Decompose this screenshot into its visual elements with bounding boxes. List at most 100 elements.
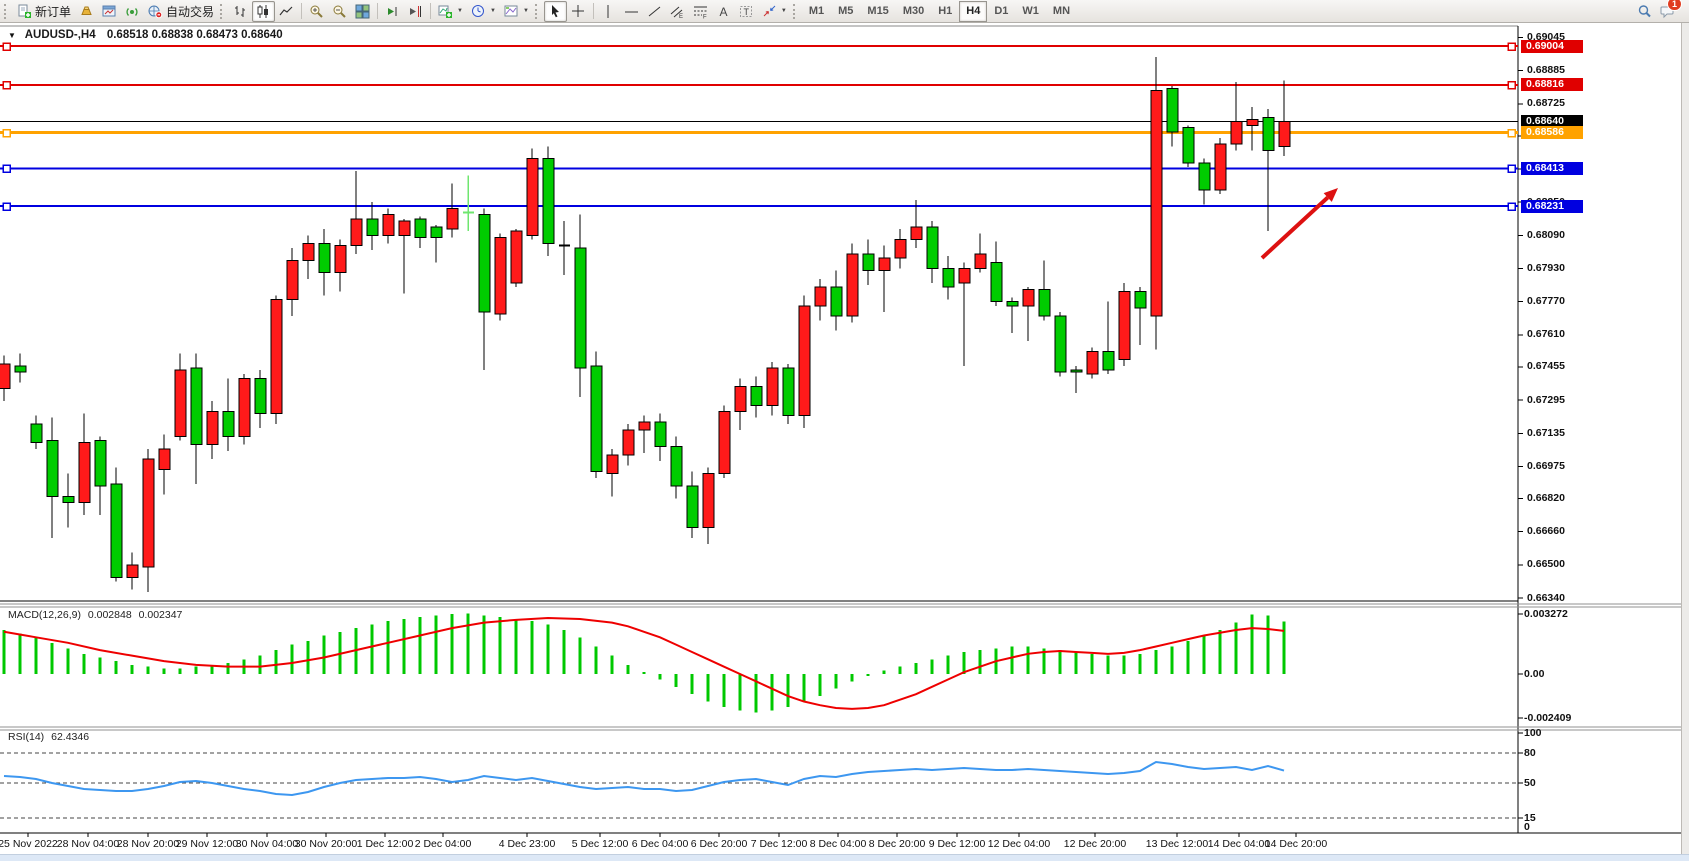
- candle: [1086, 350, 1099, 375]
- arrows-button[interactable]: ▼: [758, 1, 791, 22]
- zoom-in-button[interactable]: [305, 1, 328, 22]
- chat-button[interactable]: 1: [1656, 0, 1682, 22]
- candle: [174, 369, 187, 437]
- timeframe-m15-button[interactable]: M15: [867, 4, 889, 17]
- toolbar-right: 1: [1633, 0, 1682, 22]
- candle: [1134, 290, 1147, 309]
- auto-scroll-button[interactable]: [381, 1, 404, 22]
- search-button[interactable]: [1633, 1, 1656, 22]
- channel-icon: E: [670, 4, 685, 19]
- candle: [190, 367, 203, 446]
- open-chart-button[interactable]: [98, 1, 121, 22]
- toolbar-grip: [4, 3, 9, 19]
- cursor-button[interactable]: [543, 0, 567, 22]
- toolbar-buttons: 新订单 自动交易 ▼ ▼ ▼ E F A T ▼ M1 M5 M15 M30 H1 H4 D1 W1 MN: [2, 0, 1077, 22]
- line-anchor[interactable]: [1507, 202, 1516, 211]
- bar-chart-button[interactable]: [229, 1, 252, 22]
- candle: [1262, 116, 1275, 151]
- zoom-out-icon: [332, 4, 347, 19]
- timeframe-d1-button[interactable]: D1: [994, 4, 1009, 17]
- cursor-icon: [548, 4, 563, 19]
- candle: [270, 299, 283, 415]
- horizontal-line-button[interactable]: [620, 1, 643, 22]
- candle: [382, 214, 395, 236]
- trend-arrow-object[interactable]: [1260, 196, 1330, 260]
- dropdown-arrow-icon: ▼: [522, 8, 529, 14]
- text-button[interactable]: A: [712, 1, 735, 22]
- textA-icon: A: [716, 4, 731, 19]
- toolbar-grip: [220, 3, 225, 19]
- timeframe-h1-button[interactable]: H1: [938, 4, 953, 17]
- candle: [222, 411, 235, 437]
- line-anchor[interactable]: [2, 128, 11, 138]
- candle: [862, 253, 875, 272]
- window-right-edge[interactable]: [1681, 23, 1689, 861]
- toolbar-separator: [301, 3, 303, 19]
- fibonacci-button[interactable]: F: [689, 1, 712, 22]
- line-anchor[interactable]: [2, 164, 11, 174]
- timeframe-m30-button[interactable]: M30: [902, 4, 925, 17]
- line-anchor[interactable]: [2, 81, 11, 90]
- toolbar-separator: [592, 3, 594, 19]
- textT-icon: T: [739, 4, 754, 19]
- line-anchor[interactable]: [1507, 81, 1516, 90]
- trendline-button[interactable]: [643, 1, 666, 22]
- periods-button[interactable]: ▼: [467, 1, 500, 22]
- chart-shift-button[interactable]: [404, 1, 427, 22]
- doc-plus-icon: [17, 4, 32, 19]
- candle: [990, 261, 1003, 303]
- candle: [542, 158, 555, 245]
- tile-windows-button[interactable]: [351, 1, 374, 22]
- timeframe-m1-button[interactable]: M1: [808, 4, 825, 17]
- timeframe-w1-button[interactable]: W1: [1022, 4, 1039, 17]
- line-chart-button[interactable]: [275, 1, 298, 22]
- candlestick-chart-button[interactable]: [252, 0, 276, 22]
- auto-trading-button[interactable]: 自动交易: [144, 1, 218, 22]
- trend-arrow-head: [1323, 188, 1338, 202]
- zoom-out-button[interactable]: [328, 1, 351, 22]
- text-label-button[interactable]: T: [735, 1, 758, 22]
- line-anchor[interactable]: [2, 202, 11, 211]
- template-icon: [504, 4, 519, 19]
- toolbar: 新订单 自动交易 ▼ ▼ ▼ E F A T ▼ M1 M5 M15 M30 H1 H4 D1 W1 MN 1: [0, 0, 1689, 23]
- timeframe-mn-button[interactable]: MN: [1052, 4, 1071, 17]
- dropdown-arrow-icon: ▼: [457, 8, 463, 14]
- candle: [286, 259, 299, 301]
- timeframe-m5-button[interactable]: M5: [838, 4, 854, 17]
- candle: [846, 253, 859, 317]
- macd-signal-line: [3, 617, 1285, 710]
- candle: [78, 442, 91, 504]
- gold-button[interactable]: [75, 1, 98, 22]
- candle: [1038, 288, 1051, 317]
- equidistant-channel-button[interactable]: E: [666, 1, 689, 22]
- new-order-button[interactable]: 新订单: [13, 1, 75, 22]
- vertical-line-button[interactable]: [597, 1, 620, 22]
- crosshair-button[interactable]: [567, 1, 590, 22]
- autotrade-icon: [148, 4, 163, 19]
- new-order-button-label: 新订单: [35, 4, 72, 19]
- candle: [94, 440, 107, 487]
- chevron-down-icon[interactable]: ▼: [8, 31, 16, 40]
- candle: [782, 367, 795, 417]
- candle: [1022, 288, 1035, 307]
- dropdown-arrow-icon: ▼: [489, 8, 496, 14]
- svg-text:A: A: [719, 5, 727, 19]
- toolbar-grip: [534, 3, 540, 19]
- svg-text:T: T: [743, 7, 749, 17]
- bars-icon: [233, 4, 248, 19]
- candle: [910, 226, 923, 241]
- candle: [702, 473, 715, 529]
- candle: [1118, 290, 1131, 361]
- line-anchor[interactable]: [1507, 128, 1516, 138]
- indicators-button[interactable]: ▼: [434, 1, 467, 22]
- templates-button[interactable]: ▼: [500, 1, 533, 22]
- line-anchor[interactable]: [1507, 164, 1516, 174]
- signals-button[interactable]: [121, 1, 144, 22]
- candle: [606, 454, 619, 475]
- timeframe-h4-button[interactable]: H4: [959, 0, 988, 22]
- line-anchor[interactable]: [1507, 42, 1516, 51]
- line-anchor[interactable]: [2, 42, 11, 51]
- candle: [1214, 143, 1227, 191]
